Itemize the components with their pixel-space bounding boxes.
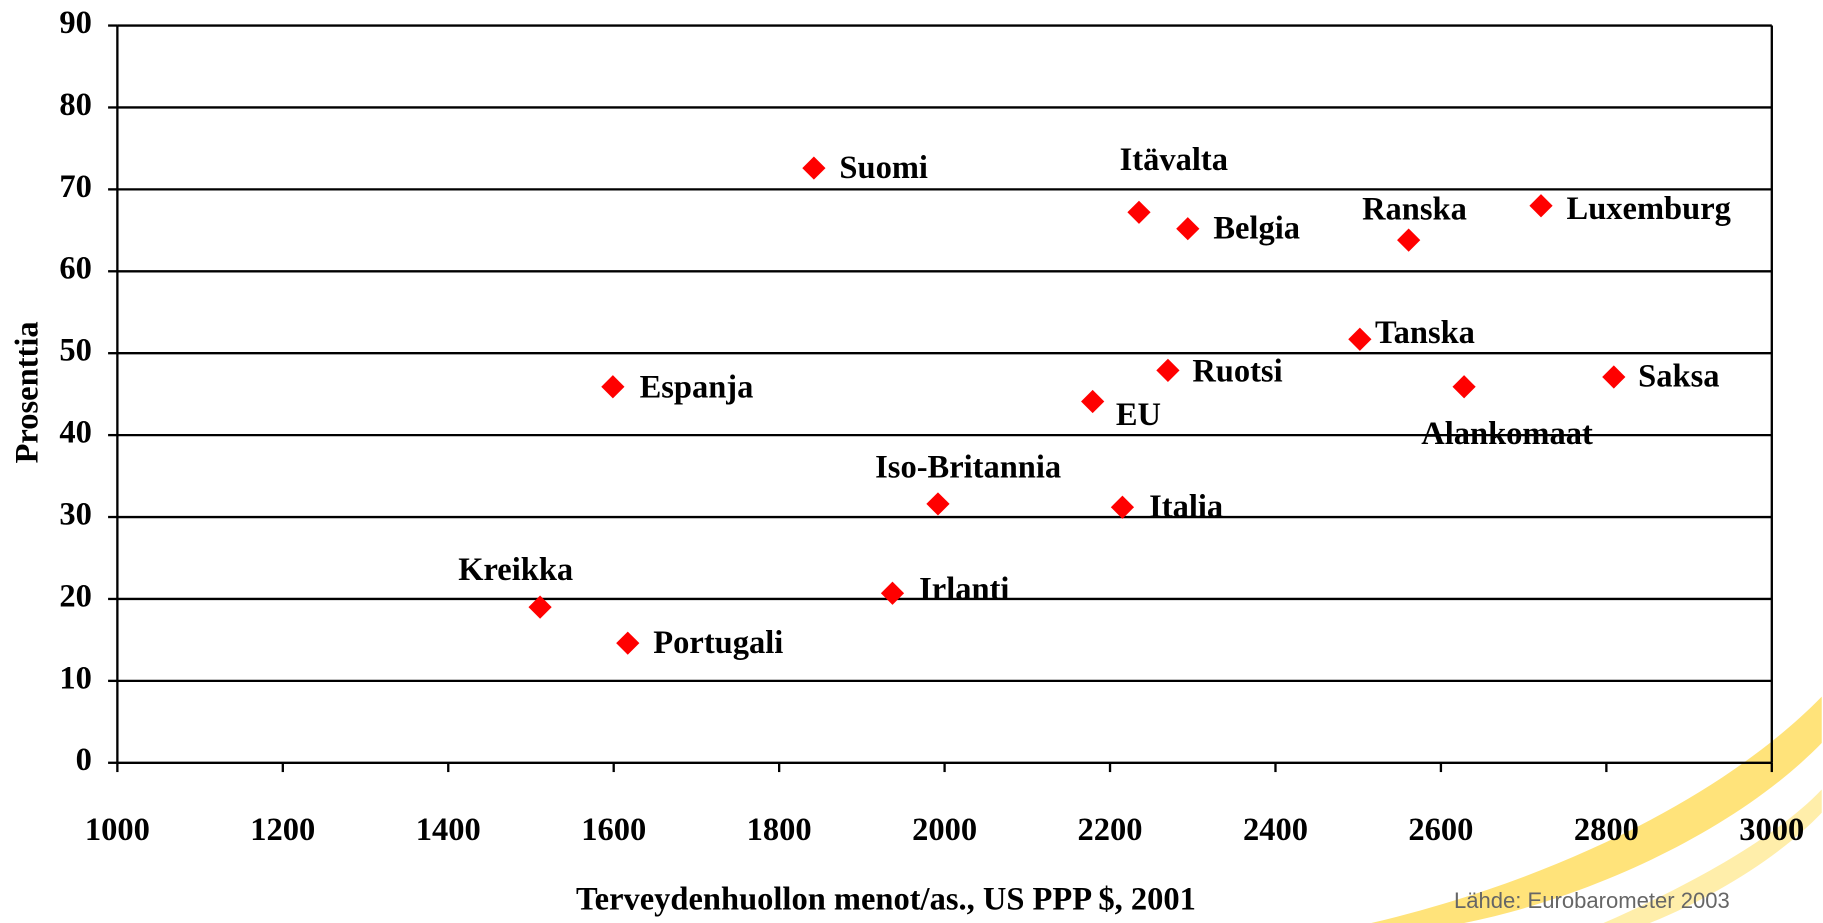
source-note: Lähde: Eurobarometer 2003 — [1454, 888, 1730, 913]
data-point — [1602, 365, 1625, 388]
data-point — [1452, 375, 1475, 398]
x-tick-label: 1600 — [581, 812, 646, 848]
data-point — [601, 375, 624, 398]
data-point — [926, 492, 949, 515]
data-point — [1081, 390, 1104, 413]
point-label: Belgia — [1213, 210, 1300, 246]
point-label: EU — [1116, 397, 1161, 433]
x-tick-label: 1000 — [85, 812, 150, 848]
y-tick-label: 0 — [76, 742, 92, 778]
point-label: Iso-Britannia — [875, 450, 1061, 486]
x-tick-label: 1200 — [250, 812, 315, 848]
point-label: Luxemburg — [1567, 191, 1731, 227]
x-tick-label: 2800 — [1574, 812, 1639, 848]
y-tick-label: 90 — [59, 5, 91, 41]
x-tick-label: 2200 — [1078, 812, 1143, 848]
point-label: Itävalta — [1120, 142, 1228, 178]
y-tick-label: 10 — [59, 660, 91, 696]
x-tick-label: 1400 — [416, 812, 481, 848]
x-tick-label: 2600 — [1408, 812, 1473, 848]
point-label: Portugali — [653, 625, 783, 661]
x-axis-title: Terveydenhuollon menot/as., US PPP $, 20… — [576, 882, 1196, 918]
data-point — [802, 156, 825, 179]
data-point — [1111, 496, 1134, 519]
y-tick-label: 30 — [59, 496, 91, 532]
point-label: Ruotsi — [1192, 353, 1282, 389]
data-point — [1176, 217, 1199, 240]
x-tick-label: 1800 — [747, 812, 812, 848]
data-point — [616, 632, 639, 655]
data-point — [881, 582, 904, 605]
x-tick-label: 3000 — [1739, 812, 1804, 848]
data-point — [1156, 359, 1179, 382]
y-tick-label: 80 — [59, 87, 91, 123]
point-label: Ranska — [1362, 192, 1467, 228]
data-point — [1348, 328, 1371, 351]
x-tick-label: 2000 — [912, 812, 977, 848]
y-axis-title: Prosenttia — [10, 321, 46, 463]
point-label: Saksa — [1638, 359, 1719, 395]
point-label: Alankomaat — [1421, 416, 1593, 452]
data-point — [1529, 194, 1552, 217]
point-label: Espanja — [640, 370, 754, 406]
point-label: Tanska — [1375, 315, 1475, 351]
x-tick-label: 2400 — [1243, 812, 1308, 848]
point-label: Kreikka — [458, 552, 573, 588]
data-point — [1397, 229, 1420, 252]
point-label: Suomi — [839, 150, 928, 186]
y-tick-label: 60 — [59, 251, 91, 287]
chart: Terveydenhuollon menot/as., US PPP $, 20… — [0, 0, 1823, 923]
point-label: Irlanti — [919, 572, 1009, 608]
y-tick-label: 50 — [59, 333, 91, 369]
y-tick-label: 70 — [59, 169, 91, 205]
data-point — [1127, 201, 1150, 224]
y-tick-label: 40 — [59, 415, 91, 451]
point-label: Italia — [1149, 489, 1223, 525]
y-tick-label: 20 — [59, 578, 91, 614]
